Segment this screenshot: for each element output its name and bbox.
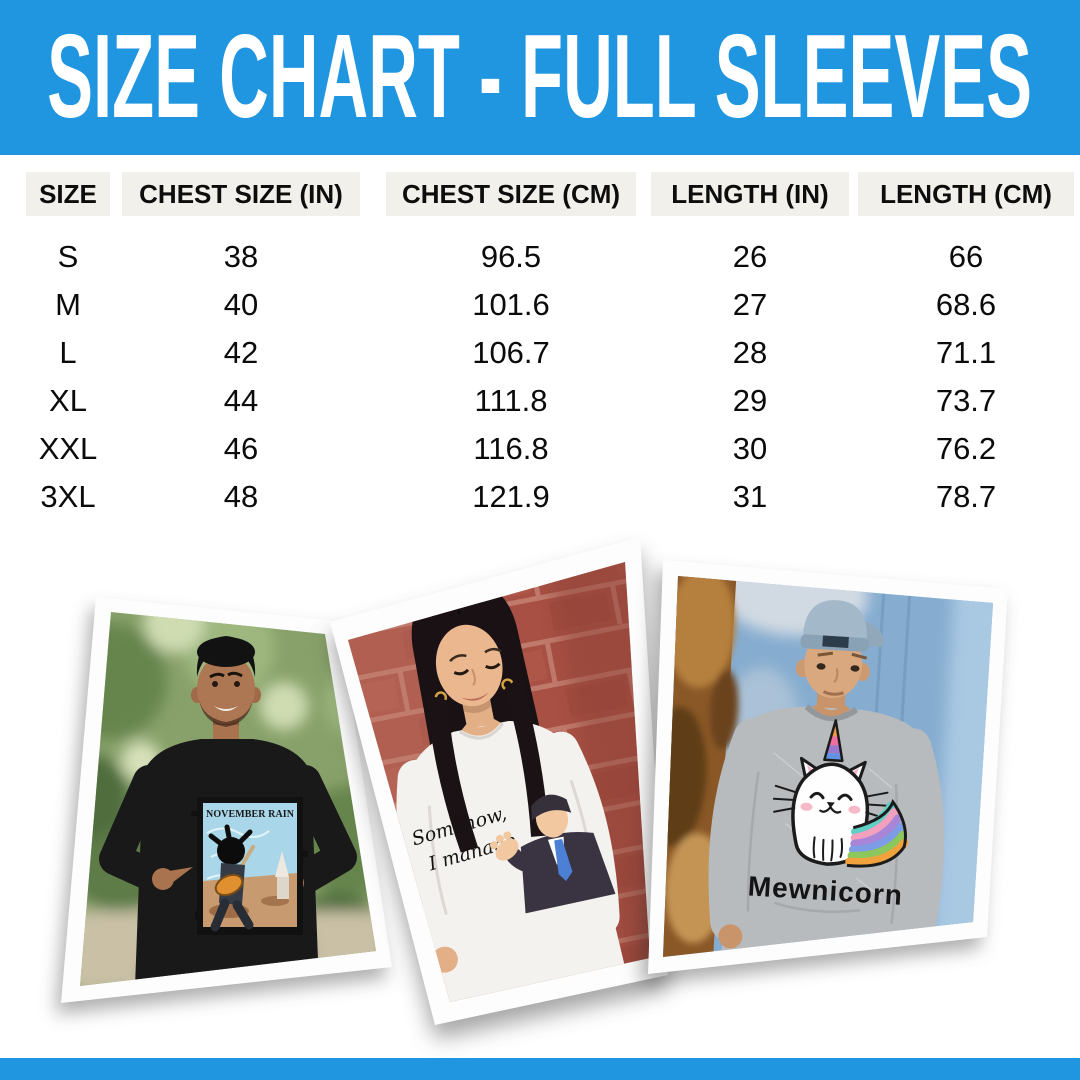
table-cell: 111.8 — [474, 383, 548, 418]
table-cell: 101.6 — [472, 287, 550, 322]
size-label-l: L — [59, 335, 77, 370]
photo-frame: NOVEMBER RAIN — [61, 597, 392, 1003]
office-boss-figure — [483, 786, 616, 918]
header-cell-length-in: LENGTH (IN) — [651, 172, 849, 216]
title-banner: SIZE CHART - FULL SLEEVES — [0, 0, 1080, 155]
table-cell: 76.2 — [935, 431, 997, 466]
table-cell: 30 — [732, 431, 768, 466]
photo-print-somehow-i-manage: Somehow, I manage — [330, 537, 668, 1025]
size-label-s: S — [57, 239, 79, 274]
table-cell: 26 — [732, 239, 768, 274]
photo-frame: Mewnicorn — [648, 560, 1008, 974]
november-rain-text: NOVEMBER RAIN — [206, 809, 295, 820]
table-cell: 96.5 — [480, 239, 542, 274]
size-label-m: M — [55, 287, 81, 322]
table-cell: 68.6 — [935, 287, 997, 322]
table-cell: 31 — [732, 479, 768, 514]
somehow-i-manage-shirt-graphic: Somehow, I manage — [408, 785, 616, 932]
november-rain-shirt-graphic: NOVEMBER RAIN — [191, 797, 308, 935]
table-cell: 42 — [223, 335, 259, 370]
photo-frame: Somehow, I manage — [330, 537, 668, 1025]
woman-figure — [359, 563, 629, 1002]
table-cell: 116.8 — [473, 431, 549, 466]
table-cell: 38 — [223, 239, 259, 274]
photo-print-november-rain: NOVEMBER RAIN — [61, 597, 392, 1003]
table-cell: 27 — [732, 287, 768, 322]
size-label-xxl: XXL — [38, 431, 98, 466]
table-cell: 73.7 — [935, 383, 997, 418]
table-cell: 40 — [223, 287, 259, 322]
header-cell-chest-size-in: CHEST SIZE (IN) — [122, 172, 360, 216]
table-cell: 48 — [223, 479, 259, 514]
table-cell: 44 — [223, 383, 259, 418]
photo-somehow-illustration: Somehow, I manage — [348, 562, 650, 1002]
guitarist-figure — [211, 827, 253, 927]
table-cell: 121.9 — [472, 479, 550, 514]
table-cell: 46 — [223, 431, 259, 466]
page-title: SIZE CHART - FULL SLEEVES — [47, 10, 1033, 144]
size-label-3xl: 3XL — [40, 479, 96, 514]
bottom-accent-bar — [0, 1058, 1080, 1080]
table-cell: 66 — [948, 239, 984, 274]
photo-print-mewnicorn: Mewnicorn — [648, 560, 1008, 974]
header-cell-length-cm: LENGTH (CM) — [858, 172, 1074, 216]
table-cell: 28 — [732, 335, 768, 370]
size-label-xl: XL — [49, 383, 87, 418]
photo-mewnicorn-illustration: Mewnicorn — [663, 576, 993, 957]
table-cell: 106.7 — [472, 335, 550, 370]
table-cell: 78.7 — [935, 479, 997, 514]
table-cell: 71.1 — [935, 335, 997, 370]
header-cell-size: SIZE — [26, 172, 110, 216]
table-cell: 29 — [732, 383, 768, 418]
header-cell-chest-size-cm: CHEST SIZE (CM) — [386, 172, 636, 216]
